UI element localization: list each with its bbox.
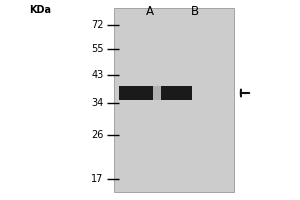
Text: A: A <box>146 5 154 18</box>
Bar <box>114 8 234 192</box>
Text: 55: 55 <box>91 44 103 54</box>
Text: 43: 43 <box>91 70 104 80</box>
Text: 26: 26 <box>91 130 104 140</box>
Text: 17: 17 <box>91 174 104 184</box>
Text: B: B <box>191 5 199 18</box>
Bar <box>160 86 192 100</box>
Text: 72: 72 <box>91 20 103 30</box>
Bar <box>118 86 153 100</box>
Bar <box>153 86 160 100</box>
Text: KDa: KDa <box>29 5 52 15</box>
Text: 34: 34 <box>91 98 104 108</box>
